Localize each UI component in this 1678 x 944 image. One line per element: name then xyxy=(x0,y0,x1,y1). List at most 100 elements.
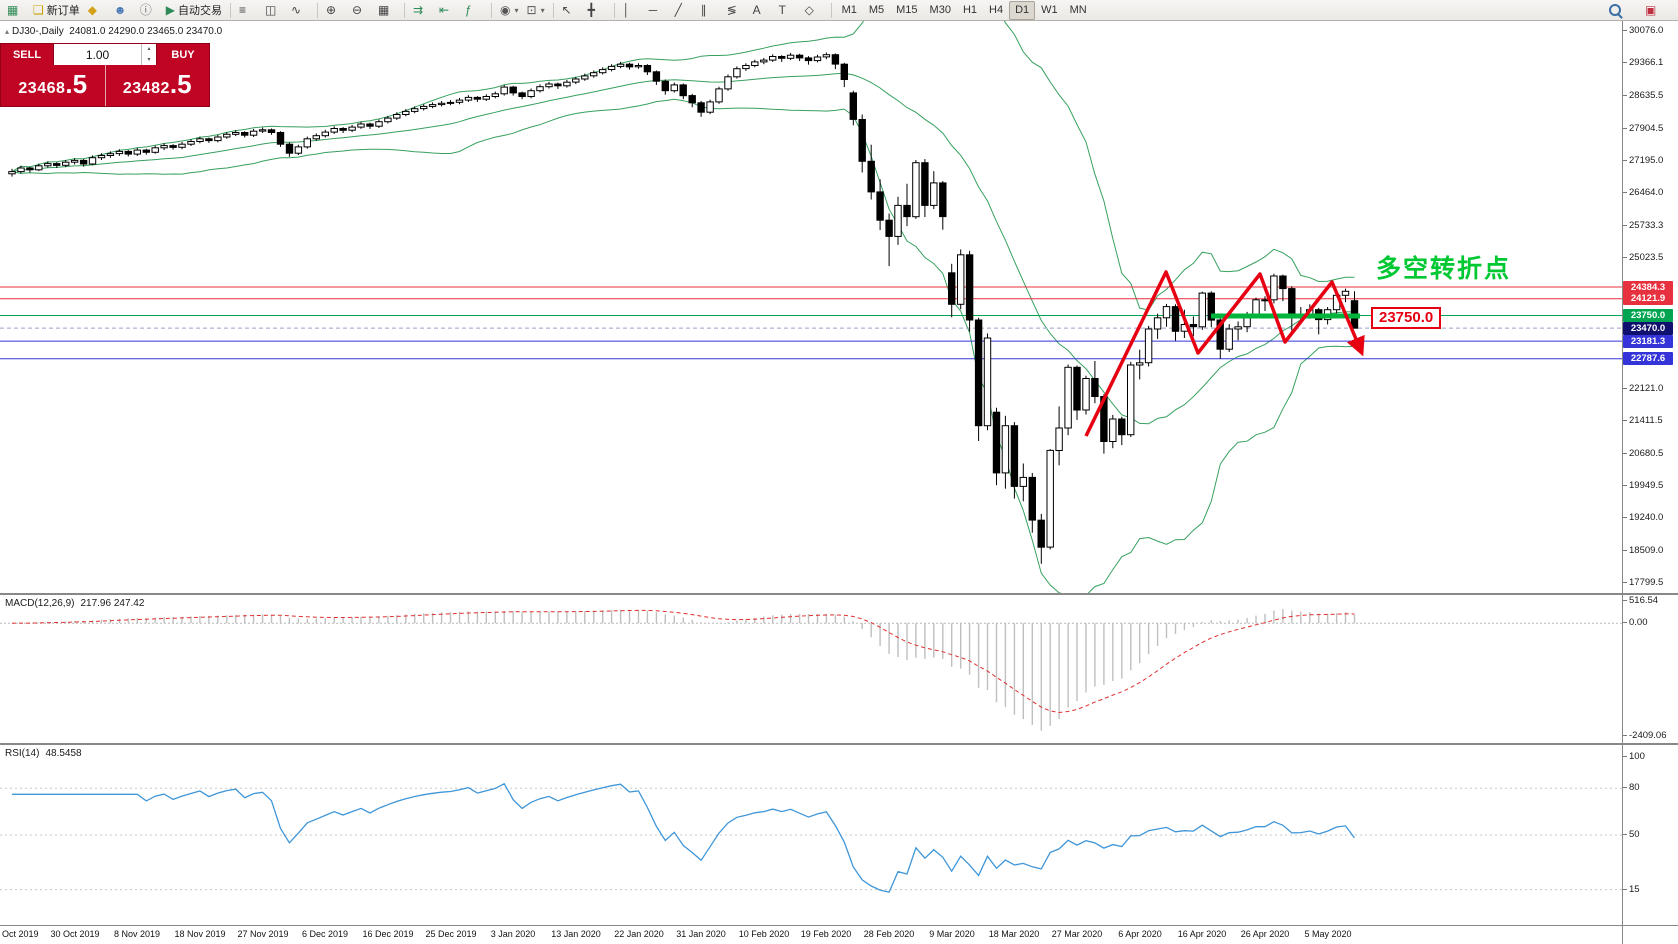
timeframe-mn-button[interactable]: MN xyxy=(1069,4,1087,16)
rsi-chart[interactable] xyxy=(0,745,1622,925)
price-tick: 25733.3 xyxy=(1623,220,1664,231)
trendline-icon: ╱ xyxy=(674,3,682,17)
auto-trading-button-label: 自动交易 xyxy=(178,5,222,17)
timeframe-m5-button[interactable]: M5 xyxy=(868,4,885,16)
timeframe-m15-button[interactable]: M15 xyxy=(896,4,918,16)
shapes-icon[interactable]: ◇ xyxy=(801,0,827,20)
volume-up-button[interactable]: ▴ xyxy=(147,46,151,52)
date-tick: 10 Feb 2020 xyxy=(738,929,790,939)
price-tick: 19949.5 xyxy=(1623,480,1664,491)
candlestick-chart-icon[interactable]: ◫ xyxy=(261,0,287,20)
toolbar-separator xyxy=(317,2,318,18)
volume-down-button[interactable]: ▾ xyxy=(147,56,151,63)
volume-input[interactable]: 1.00 xyxy=(85,47,110,62)
crosshair-icon: ╋ xyxy=(587,3,595,17)
channel-icon[interactable]: ∥ xyxy=(697,0,723,20)
fibonacci-icon[interactable]: ≶ xyxy=(723,0,749,20)
buy-button[interactable]: BUY xyxy=(157,44,209,65)
support-price-label: 23750.0 xyxy=(1371,307,1442,329)
date-tick: 8 Nov 2019 xyxy=(113,929,161,939)
search-icon xyxy=(1609,4,1621,16)
indicators-icon[interactable]: ƒ xyxy=(461,0,487,20)
rsi-value: 48.5458 xyxy=(45,748,82,759)
auto-scroll-icon[interactable]: ⇉ xyxy=(409,0,435,20)
zoom-in-icon[interactable]: ⊕ xyxy=(322,0,348,20)
date-tick: 19 Feb 2020 xyxy=(800,929,852,939)
ohlc-values: 24081.0 24290.0 23465.0 23470.0 xyxy=(69,26,223,37)
date-tick: 18 Nov 2019 xyxy=(174,929,226,939)
macd-tick: -2409.06 xyxy=(1623,730,1667,741)
rsi-tick: 50 xyxy=(1623,829,1640,840)
new-order-button: ❏ xyxy=(33,3,44,17)
crosshair-icon[interactable]: ╋ xyxy=(584,0,610,20)
zoom-in-icon: ⊕ xyxy=(326,3,337,17)
profile-icon: ☻ xyxy=(113,3,127,17)
trendline-icon[interactable]: ╱ xyxy=(671,0,697,20)
chart-window-icon: ▦ xyxy=(7,3,19,17)
rsi-tick: 15 xyxy=(1623,884,1640,895)
bar-chart-icon: ≡ xyxy=(239,3,247,17)
candlestick-chart[interactable] xyxy=(0,21,1622,593)
line-chart-icon: ∿ xyxy=(291,3,302,17)
periods-icon: ◉ xyxy=(500,3,511,17)
gold-badge-icon[interactable]: ◆ xyxy=(84,0,110,20)
info-icon[interactable]: ⓘ xyxy=(136,0,162,20)
sell-price[interactable]: 23468.5 xyxy=(1,65,106,106)
toolbar-separator xyxy=(491,2,492,18)
label-icon: T xyxy=(778,3,786,17)
buy-price[interactable]: 23482.5 xyxy=(105,65,209,106)
timeframe-m1-button[interactable]: M1 xyxy=(841,4,857,16)
price-level-badge: 24121.9 xyxy=(1623,292,1673,305)
horizontal-line-icon[interactable]: ─ xyxy=(645,0,671,20)
chart-shift-icon[interactable]: ⇤ xyxy=(435,0,461,20)
tile-windows-icon[interactable]: ▦ xyxy=(374,0,400,20)
market-icon[interactable]: ▣ xyxy=(1641,0,1667,20)
timeframe-d1-button[interactable]: D1 xyxy=(1009,0,1036,20)
templates-icon: ⊡ xyxy=(526,3,537,17)
rsi-tick: 100 xyxy=(1623,751,1645,762)
rsi-axis[interactable]: 100 80 50 15 xyxy=(1622,745,1678,925)
macd-name: MACD(12,26,9) xyxy=(5,598,75,609)
sell-button[interactable]: SELL xyxy=(1,44,53,65)
timeframe-w1-button[interactable]: W1 xyxy=(1041,4,1058,16)
profile-icon[interactable]: ☻ xyxy=(110,0,136,20)
templates-icon[interactable]: ⊡ ▾ xyxy=(523,0,549,20)
rsi-line xyxy=(12,782,1356,893)
auto-trading-button[interactable]: ▶ 自动交易 xyxy=(162,0,226,20)
text-icon[interactable]: A xyxy=(749,0,775,20)
time-axis[interactable]: 21 Oct 2019 30 Oct 2019 8 Nov 2019 18 Nov 2… xyxy=(0,926,1622,944)
symbol-title: DJ30-,Daily xyxy=(12,26,64,37)
date-tick: 18 Mar 2020 xyxy=(988,929,1040,939)
new-order-button-label: 新订单 xyxy=(46,5,80,17)
date-tick: 16 Apr 2020 xyxy=(1177,929,1227,939)
price-tick: 20680.5 xyxy=(1623,448,1664,459)
macd-axis[interactable]: 516.54 0.00 -2409.06 xyxy=(1622,595,1678,743)
bar-chart-icon[interactable]: ≡ xyxy=(235,0,261,20)
vertical-line-icon[interactable]: │ xyxy=(619,0,645,20)
periods-icon[interactable]: ◉ ▾ xyxy=(496,0,523,20)
timeframe-h1-button[interactable]: H1 xyxy=(962,4,978,16)
price-axis[interactable]: 30076.0 29366.1 28635.5 27904.5 27195.0 26464… xyxy=(1622,21,1678,593)
date-tick: 16 Dec 2019 xyxy=(362,929,414,939)
label-icon[interactable]: T xyxy=(775,0,801,20)
chevron-down-icon: ▾ xyxy=(540,5,545,15)
trade-panel: SELL 1.00 ▴ ▾ BUY 23468.5 23482.5 xyxy=(0,43,210,107)
zoom-out-icon[interactable]: ⊖ xyxy=(348,0,374,20)
new-order-button[interactable]: ❏ 新订单 xyxy=(29,0,84,20)
timeframe-m30-button[interactable]: M30 xyxy=(929,4,951,16)
macd-values: 217.96 247.42 xyxy=(80,598,145,609)
price-tick: 21411.5 xyxy=(1623,415,1663,426)
timeframe-h4-button[interactable]: H4 xyxy=(989,4,1004,16)
cursor-icon[interactable]: ↖ xyxy=(558,0,584,20)
price-tick: 22121.0 xyxy=(1623,383,1664,394)
line-chart-icon[interactable]: ∿ xyxy=(287,0,313,20)
price-level-badge: 23181.3 xyxy=(1623,335,1673,348)
date-tick: 31 Jan 2020 xyxy=(676,929,726,939)
macd-chart[interactable] xyxy=(0,595,1622,743)
price-tick: 27195.0 xyxy=(1623,155,1664,166)
date-tick: 21 Oct 2019 xyxy=(0,929,39,939)
date-tick: 28 Feb 2020 xyxy=(863,929,915,939)
chart-window-icon[interactable]: ▦ xyxy=(3,0,29,20)
price-level-badge: 23470.0 xyxy=(1623,322,1673,335)
search-icon[interactable] xyxy=(1605,0,1631,20)
